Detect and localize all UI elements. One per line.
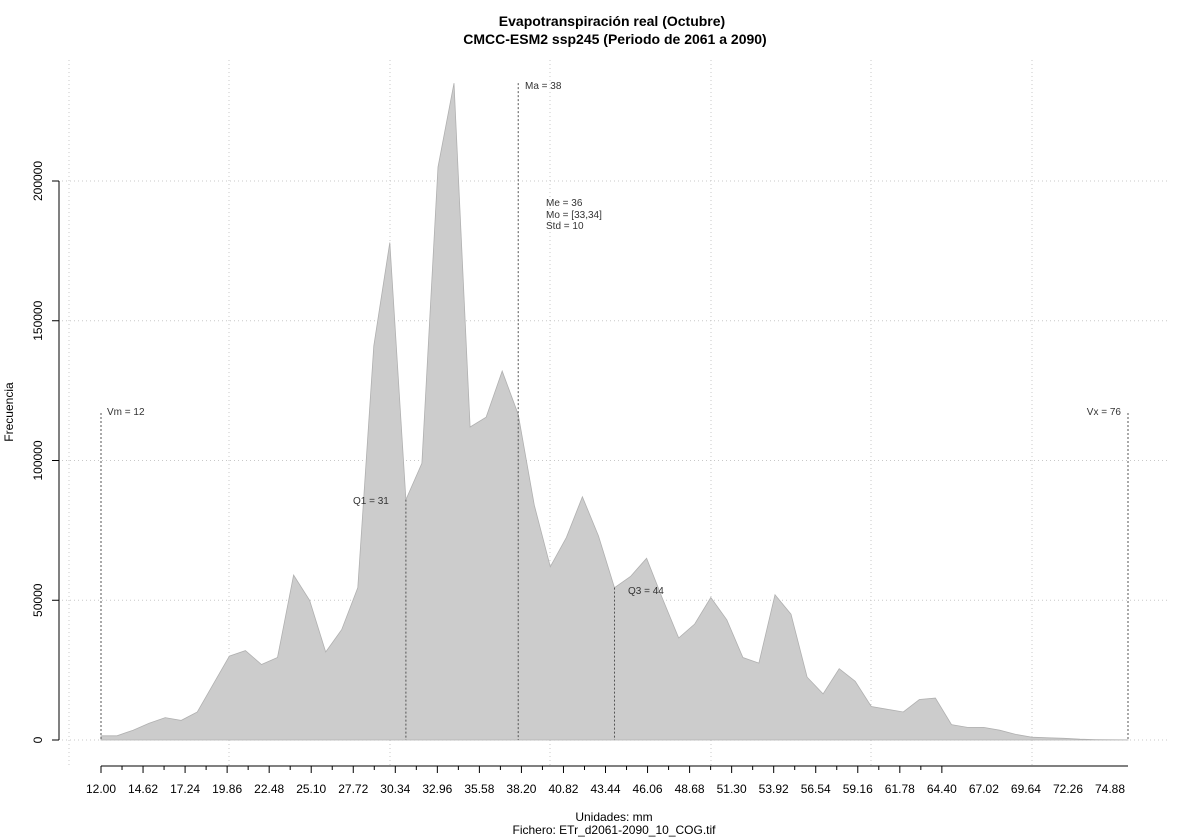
std-label: Std = 10 [546,221,584,232]
y-tick-label-4: 200000 [31,161,45,201]
x-tick-label-19: 61.78 [885,782,915,796]
x-tick-label-20: 64.40 [927,782,957,796]
ma-label: Ma = 38 [525,81,562,92]
y-tick-label-1: 50000 [31,583,45,617]
y-tick-label-3: 150000 [31,300,45,340]
y-axis: 0 50000 100000 150000 200000 [31,161,60,743]
x-tick-label-5: 25.10 [296,782,326,796]
x-tick-label-23: 72.26 [1053,782,1083,796]
x-tick-label-14: 48.68 [675,782,705,796]
x-tick-label-4: 22.48 [254,782,284,796]
x-tick-label-12: 43.44 [590,782,620,796]
x-tick-label-13: 46.06 [633,782,663,796]
x-tick-label-1: 14.62 [128,782,158,796]
vx-label: Vx = 76 [1087,407,1122,418]
y-axis-label: Frecuencia [2,382,16,442]
x-tick-label-18: 59.16 [843,782,873,796]
x-tick-label-11: 40.82 [548,782,578,796]
x-tick-label-22: 69.64 [1011,782,1041,796]
chart-subtitle: CMCC-ESM2 ssp245 (Periodo de 2061 a 2090… [463,31,766,47]
x-tick-label-9: 35.58 [464,782,494,796]
file-label: Fichero: ETr_d2061-2090_10_COG.tif [513,823,717,837]
x-tick-label-2: 17.24 [170,782,200,796]
statistic-markers [100,83,1129,740]
x-axis: 12.00 14.62 17.24 19.86 22.48 25.10 27.72 30.34… [86,765,1128,796]
me-label: Me = 36 [546,198,583,209]
chart-title: Evapotranspiración real (Octubre) [499,13,725,29]
x-tick-label-8: 32.96 [422,782,452,796]
y-tick-label-2: 100000 [31,440,45,480]
x-tick-label-7: 30.34 [380,782,410,796]
x-tick-label-24: 74.88 [1095,782,1125,796]
q3-label: Q3 = 44 [628,586,664,597]
x-tick-label-16: 53.92 [759,782,789,796]
x-tick-label-15: 51.30 [717,782,747,796]
y-tick-label-0: 0 [31,736,45,743]
x-tick-label-3: 19.86 [212,782,242,796]
x-tick-label-0: 12.00 [86,782,116,796]
x-tick-label-17: 56.54 [801,782,831,796]
x-tick-label-21: 67.02 [969,782,999,796]
x-tick-label-10: 38.20 [506,782,536,796]
vm-label: Vm = 12 [107,407,145,418]
mo-label: Mo = [33,34] [546,210,602,221]
q1-label: Q1 = 31 [353,496,389,507]
x-tick-label-6: 27.72 [338,782,368,796]
x-axis-label: Unidades: mm [575,810,652,824]
